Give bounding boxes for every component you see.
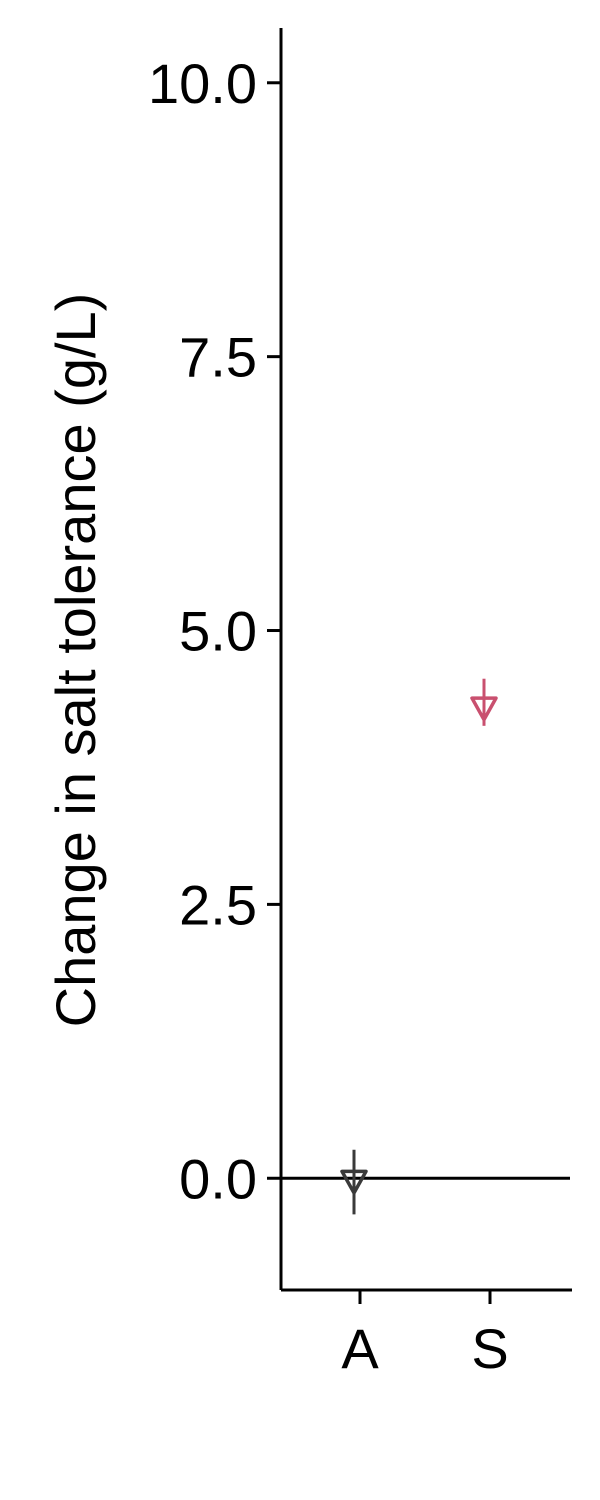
y-axis-title: Change in salt tolerance (g/L) (44, 293, 107, 1028)
y-tick-label: 7.5 (179, 326, 257, 389)
x-tick-label: A (341, 1317, 379, 1380)
y-ticks: 0.0 2.5 5.0 7.5 10.0 (148, 52, 281, 1210)
plot-area (281, 678, 570, 1215)
data-point-s (470, 678, 498, 726)
data-point-a (340, 1149, 368, 1215)
y-tick-label: 2.5 (179, 873, 257, 936)
y-tick-label: 10.0 (148, 52, 257, 115)
triangle-down-marker (340, 1169, 368, 1195)
y-tick-label: 0.0 (179, 1147, 257, 1210)
x-tick-label: S (471, 1317, 508, 1380)
y-tick-label: 5.0 (179, 600, 257, 663)
triangle-down-marker (470, 696, 498, 722)
